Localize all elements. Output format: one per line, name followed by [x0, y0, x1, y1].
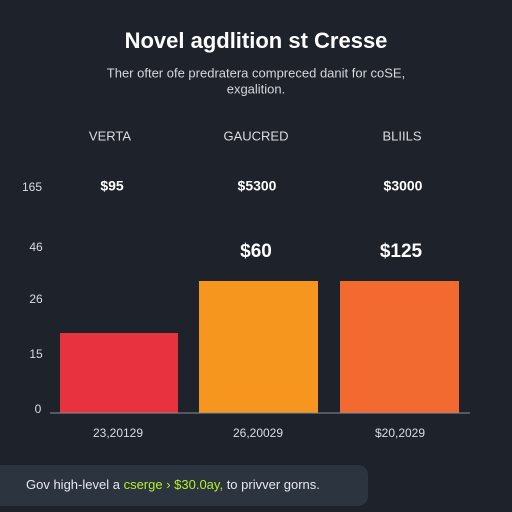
value-label: $125	[380, 241, 423, 262]
title: Novel agdlition st Cresse	[125, 28, 388, 53]
price: $5300	[238, 178, 277, 194]
bar	[60, 333, 178, 413]
column-header: VERTA	[89, 128, 131, 143]
footer-before: Gov high-level a	[26, 477, 121, 492]
footer-highlight: cserge › $30.0ay,	[124, 477, 223, 492]
subtitle: Ther ofter ofe predratera compreced dani…	[107, 65, 405, 80]
y-label: 165	[22, 180, 42, 194]
y-label: 15	[29, 347, 43, 361]
value-label: $60	[240, 241, 272, 262]
date: 23,20129	[93, 426, 143, 440]
footer-text: Gov high-level a cserge › $30.0ay, to pr…	[26, 477, 320, 492]
date: 26,20029	[233, 426, 283, 440]
footer-box	[0, 465, 368, 506]
y-label: 0	[35, 402, 42, 416]
price: $95	[100, 178, 124, 194]
column-header: GAUCRED	[223, 128, 288, 143]
footer-after: to privver gorns.	[227, 477, 320, 492]
price: $3000	[384, 178, 423, 194]
column-header: BLIILS	[382, 128, 421, 143]
date: $20,2029	[375, 426, 425, 440]
y-label: 46	[29, 240, 43, 254]
subtitle: exgalition.	[227, 81, 286, 96]
bar	[199, 281, 318, 413]
bar	[340, 281, 459, 413]
y-label: 26	[29, 292, 43, 306]
